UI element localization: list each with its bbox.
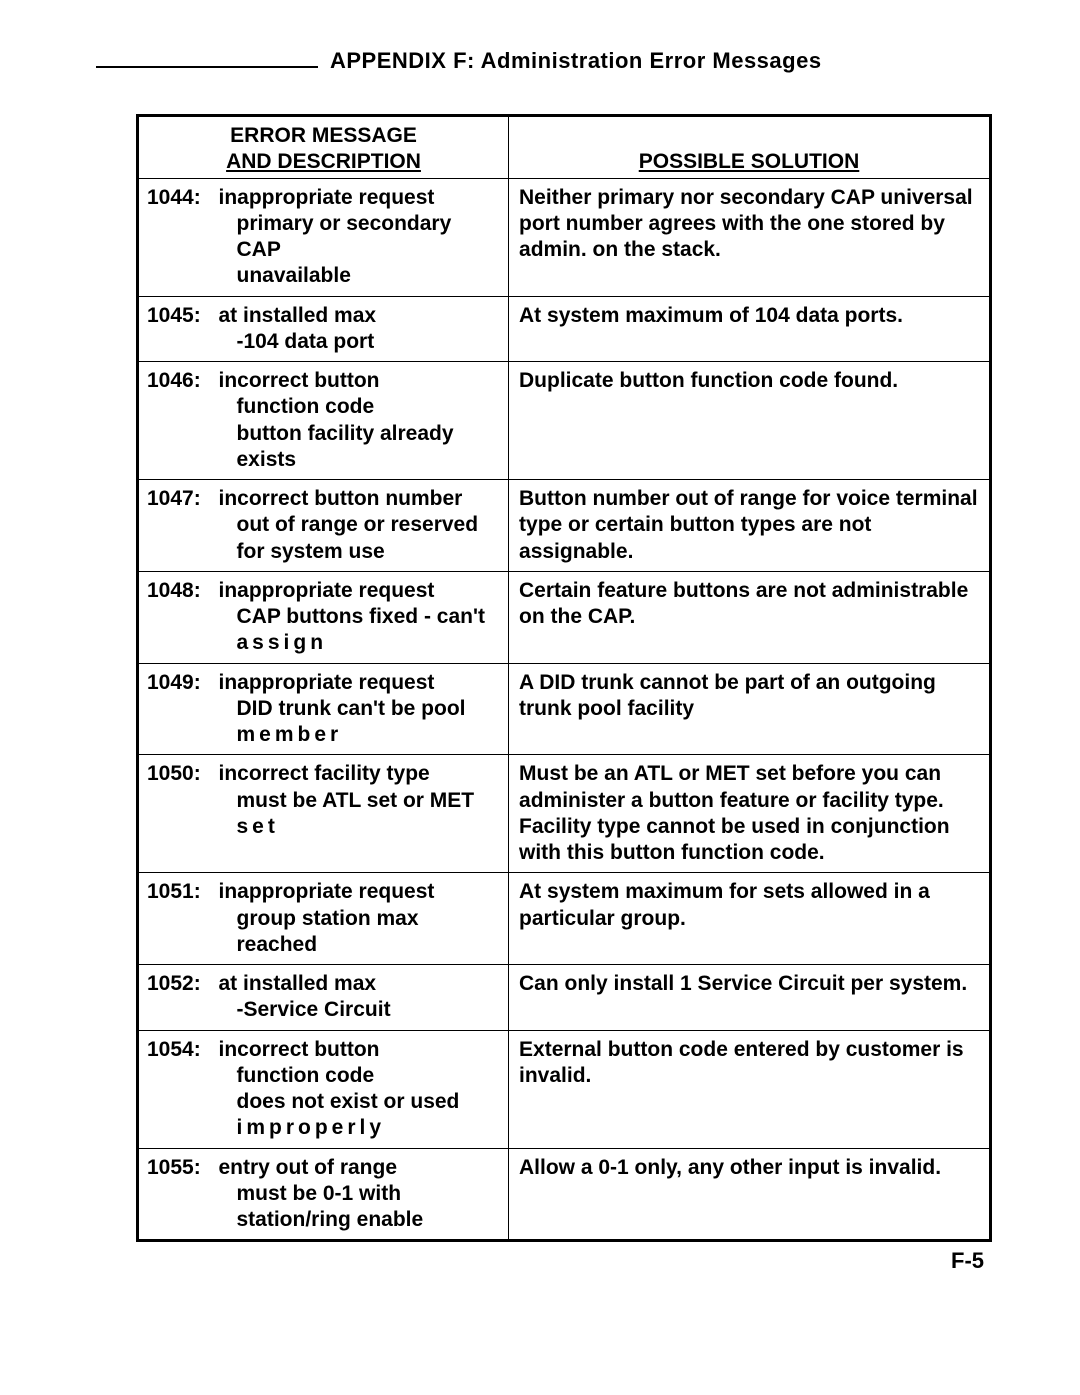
error-solution: Certain feature buttons are not administ… xyxy=(509,571,991,663)
desc-line: must be ATL set or MET xyxy=(219,788,501,814)
error-desc: inappropriate request primary or seconda… xyxy=(213,178,509,296)
error-desc: at installed max -Service Circuit xyxy=(213,965,509,1031)
error-desc: incorrect button function code does not … xyxy=(213,1030,509,1148)
error-code: 1050: xyxy=(138,755,213,873)
desc-line: at installed max xyxy=(219,304,377,327)
appendix-title: APPENDIX F: Administration Error Message… xyxy=(330,48,822,74)
error-solution: At system maximum for sets allowed in a … xyxy=(509,873,991,965)
desc-line: button facility already xyxy=(219,421,501,447)
error-desc: inappropriate request DID trunk can't be… xyxy=(213,663,509,755)
desc-line: exists xyxy=(219,447,501,473)
desc-line: DID trunk can't be pool xyxy=(219,696,501,722)
error-solution: A DID trunk cannot be part of an outgoin… xyxy=(509,663,991,755)
table-row: 1054: incorrect button function code doe… xyxy=(138,1030,991,1148)
desc-line: entry out of range xyxy=(219,1156,398,1179)
desc-line: must be 0-1 with xyxy=(219,1181,501,1207)
desc-line: group station max reached xyxy=(219,906,501,959)
desc-line: CAP buttons fixed - can't xyxy=(219,604,501,630)
error-code: 1052: xyxy=(138,965,213,1031)
table-header-row: ERROR MESSAGE AND DESCRIPTION POSSIBLE S… xyxy=(138,116,991,179)
error-code: 1046: xyxy=(138,362,213,480)
error-desc: inappropriate request CAP buttons fixed … xyxy=(213,571,509,663)
desc-line: -Service Circuit xyxy=(219,997,501,1023)
error-message-table: ERROR MESSAGE AND DESCRIPTION POSSIBLE S… xyxy=(136,114,992,1242)
desc-line: inappropriate request xyxy=(219,579,435,602)
desc-line: function code xyxy=(219,394,501,420)
error-solution: External button code entered by customer… xyxy=(509,1030,991,1148)
table-row: 1055: entry out of range must be 0-1 wit… xyxy=(138,1148,991,1241)
desc-line: at installed max xyxy=(219,972,377,995)
table-row: 1046: incorrect button function code but… xyxy=(138,362,991,480)
error-desc: incorrect button function code button fa… xyxy=(213,362,509,480)
error-desc: incorrect facility type must be ATL set … xyxy=(213,755,509,873)
error-solution: At system maximum of 104 data ports. xyxy=(509,296,991,362)
table-row: 1044: inappropriate request primary or s… xyxy=(138,178,991,296)
desc-line: incorrect button number xyxy=(219,487,463,510)
desc-line: for system use xyxy=(219,539,501,565)
desc-line: incorrect facility type xyxy=(219,762,430,785)
header-rule xyxy=(96,66,318,68)
desc-line: -104 data port xyxy=(219,329,501,355)
error-desc: inappropriate request group station max … xyxy=(213,873,509,965)
page-header: APPENDIX F: Administration Error Message… xyxy=(96,48,984,74)
error-code: 1055: xyxy=(138,1148,213,1241)
page: APPENDIX F: Administration Error Message… xyxy=(0,0,1080,1302)
error-solution: Can only install 1 Service Circuit per s… xyxy=(509,965,991,1031)
table-row: 1050: incorrect facility type must be AT… xyxy=(138,755,991,873)
table-row: 1052: at installed max -Service Circuit … xyxy=(138,965,991,1031)
col-header-right-text: POSSIBLE SOLUTION xyxy=(639,150,860,173)
desc-line: incorrect button xyxy=(219,369,380,392)
desc-line: primary or secondary CAP xyxy=(219,211,501,264)
col-header-right: POSSIBLE SOLUTION xyxy=(509,116,991,179)
error-desc: incorrect button number out of range or … xyxy=(213,480,509,572)
table-row: 1047: incorrect button number out of ran… xyxy=(138,480,991,572)
col-header-left: ERROR MESSAGE AND DESCRIPTION xyxy=(138,116,509,179)
error-solution: Button number out of range for voice ter… xyxy=(509,480,991,572)
table-row: 1051: inappropriate request group statio… xyxy=(138,873,991,965)
error-solution: Must be an ATL or MET set before you can… xyxy=(509,755,991,873)
table-body: 1044: inappropriate request primary or s… xyxy=(138,178,991,1241)
error-desc: at installed max -104 data port xyxy=(213,296,509,362)
error-solution: Duplicate button function code found. xyxy=(509,362,991,480)
error-code: 1049: xyxy=(138,663,213,755)
error-solution: Neither primary nor secondary CAP univer… xyxy=(509,178,991,296)
error-code: 1051: xyxy=(138,873,213,965)
table-row: 1045: at installed max -104 data port At… xyxy=(138,296,991,362)
table-row: 1048: inappropriate request CAP buttons … xyxy=(138,571,991,663)
error-code: 1048: xyxy=(138,571,213,663)
table-row: 1049: inappropriate request DID trunk ca… xyxy=(138,663,991,755)
desc-line: inappropriate request xyxy=(219,671,435,694)
error-code: 1044: xyxy=(138,178,213,296)
desc-line: assign xyxy=(219,630,501,656)
error-solution: Allow a 0-1 only, any other input is inv… xyxy=(509,1148,991,1241)
error-code: 1045: xyxy=(138,296,213,362)
error-code: 1054: xyxy=(138,1030,213,1148)
desc-line: station/ring enable xyxy=(219,1207,501,1233)
page-number: F-5 xyxy=(951,1248,984,1274)
desc-line: unavailable xyxy=(219,263,501,289)
error-desc: entry out of range must be 0-1 with stat… xyxy=(213,1148,509,1241)
desc-line: set xyxy=(219,814,501,840)
col-header-left-l1: ERROR MESSAGE xyxy=(230,124,417,147)
desc-line: improperly xyxy=(219,1115,501,1141)
desc-line: inappropriate request xyxy=(219,186,435,209)
desc-line: does not exist or used xyxy=(219,1089,501,1115)
col-header-left-l2: AND DESCRIPTION xyxy=(226,150,421,173)
desc-line: out of range or reserved xyxy=(219,512,501,538)
desc-line: incorrect button xyxy=(219,1038,380,1061)
error-code: 1047: xyxy=(138,480,213,572)
desc-line: inappropriate request xyxy=(219,880,435,903)
desc-line: function code xyxy=(219,1063,501,1089)
desc-line: member xyxy=(219,722,501,748)
